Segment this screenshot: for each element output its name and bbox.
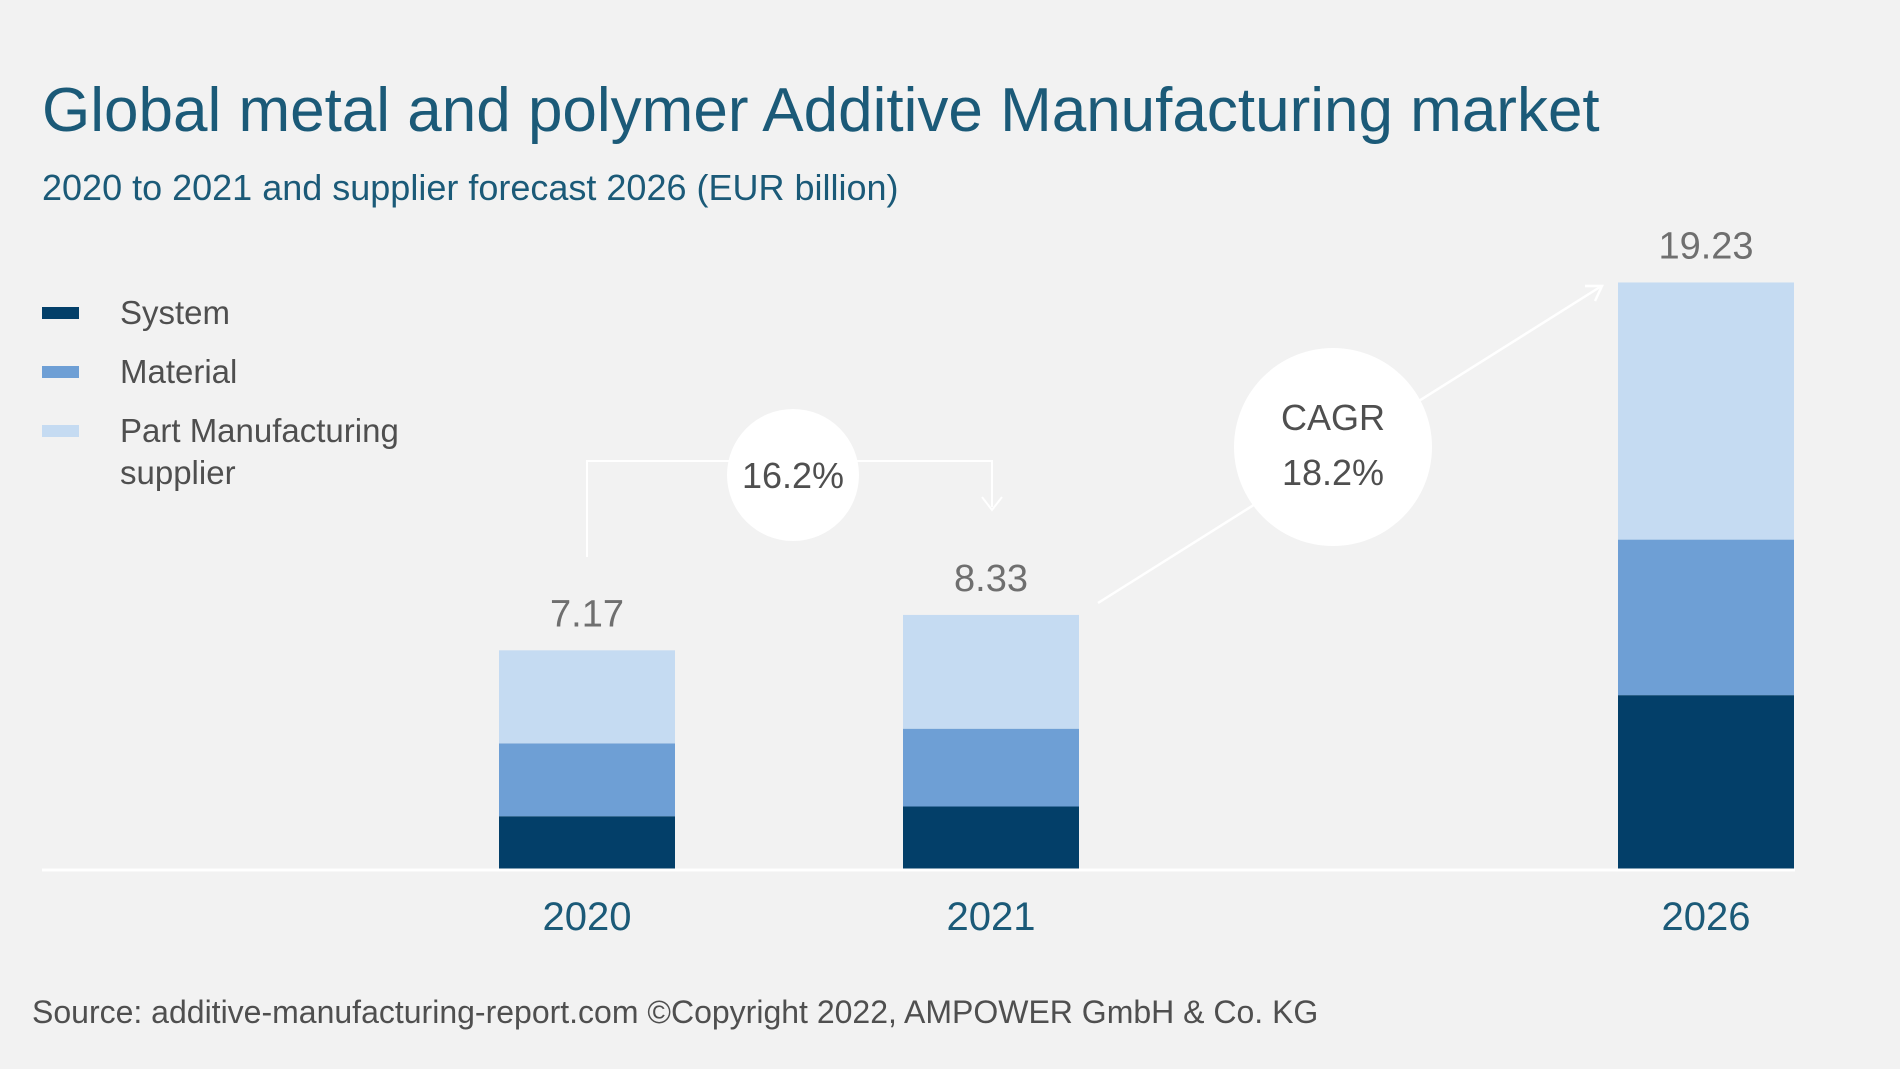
- legend-swatch-2: [42, 366, 79, 378]
- legend-swatch-1: [42, 307, 79, 319]
- x-tick-2021: 2021: [947, 895, 1036, 939]
- cagr-label: CAGR: [1281, 397, 1385, 438]
- bar-2021-system: [903, 806, 1079, 869]
- legend-label-2: Material: [120, 353, 237, 390]
- legend-label-3: Part Manufacturing supplier: [120, 412, 399, 491]
- source-note: Source: additive-manufacturing-report.co…: [32, 994, 1318, 1030]
- growth-arrowhead: [981, 496, 1003, 512]
- total-label-2020: 7.17: [550, 593, 624, 635]
- bar-2021-material: [903, 728, 1079, 807]
- legend-label-1: System: [120, 294, 230, 331]
- x-tick-2020: 2020: [543, 895, 632, 939]
- bar-2026-system: [1618, 695, 1794, 869]
- bar-2026-part-manufacturing-supplier: [1618, 282, 1794, 540]
- cagr-arrowhead: [1585, 284, 1604, 302]
- legend: System Material Part Manufacturing supplier: [42, 294, 399, 491]
- bar-2021-part-manufacturing-supplier: [903, 614, 1079, 729]
- total-label-2026: 19.23: [1658, 225, 1753, 267]
- chart-title: Global metal and polymer Additive Manufa…: [42, 76, 1600, 145]
- x-tick-2026: 2026: [1662, 895, 1751, 939]
- growth-rate-label: 16.2%: [742, 455, 844, 496]
- total-label-2021: 8.33: [954, 558, 1028, 600]
- chart-subtitle: 2020 to 2021 and supplier forecast 2026 …: [42, 167, 899, 208]
- bar-2020-material: [499, 743, 675, 817]
- total-labels: 7.17 8.33 19.23: [550, 225, 1754, 635]
- legend-swatch-3: [42, 425, 79, 437]
- bars: [499, 282, 1794, 869]
- bar-2026-material: [1618, 539, 1794, 696]
- cagr-value: 18.2%: [1282, 452, 1384, 493]
- bar-2020-system: [499, 816, 675, 869]
- x-axis-ticks: 2020 2021 2026: [543, 895, 1751, 939]
- growth-circle: [727, 409, 859, 541]
- cagr-circle: [1234, 348, 1432, 546]
- bar-2020-part-manufacturing-supplier: [499, 650, 675, 744]
